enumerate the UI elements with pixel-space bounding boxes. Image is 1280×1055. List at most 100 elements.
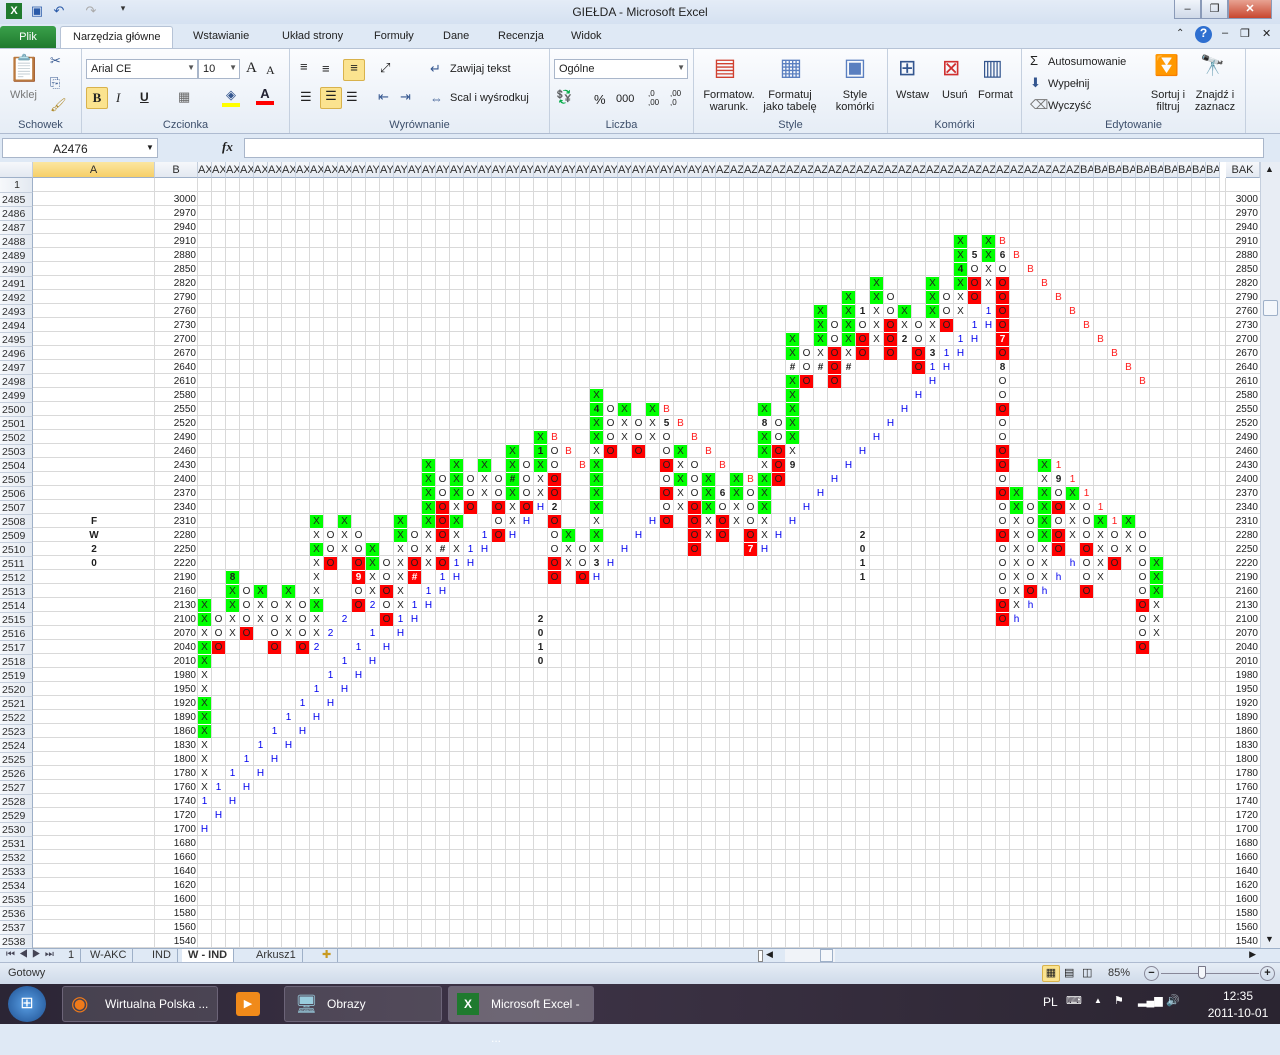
o-mark-cell[interactable]: O xyxy=(520,501,533,514)
x-mark-cell[interactable]: X xyxy=(394,529,407,542)
column-header[interactable]: AXU xyxy=(268,162,282,178)
h-marker-cell[interactable]: H xyxy=(382,642,391,653)
row-header[interactable]: 2514 xyxy=(0,599,33,613)
x-mark-cell[interactable]: X xyxy=(761,530,768,541)
o-mark-cell[interactable]: O xyxy=(550,544,559,555)
o-mark-cell[interactable]: O xyxy=(942,306,951,317)
row-header[interactable]: 2536 xyxy=(0,907,33,921)
font-color-icon[interactable]: A xyxy=(256,86,274,105)
column-header[interactable]: AZJ xyxy=(842,162,856,178)
price-cell-bak[interactable]: 1680 xyxy=(1235,838,1258,849)
worksheet-grid[interactable]: A B AXPAXQAXRAXSAXTAXUAXVAXWAXXAXYAXZAYA… xyxy=(0,162,1260,948)
price-cell-b[interactable]: 2310 xyxy=(173,516,196,527)
x-mark-cell[interactable]: X xyxy=(730,487,743,500)
x-mark-cell[interactable]: X xyxy=(201,684,208,695)
o-mark-cell[interactable]: O xyxy=(690,488,699,499)
o-mark-cell[interactable]: O xyxy=(828,361,841,374)
chart-label-cell[interactable]: 1 xyxy=(929,362,936,373)
x-mark-cell[interactable]: X xyxy=(842,291,855,304)
paste-button[interactable]: Wklej xyxy=(10,89,37,101)
currency-icon[interactable]: 💱 xyxy=(556,89,573,104)
o-mark-cell[interactable]: O xyxy=(1054,488,1063,499)
o-mark-cell[interactable]: O xyxy=(1052,543,1065,556)
price-cell-bak[interactable]: 2760 xyxy=(1235,306,1258,317)
h-marker-cell[interactable]: h xyxy=(1069,558,1076,569)
merge-center-button[interactable]: Scal i wyśrodkuj xyxy=(450,92,529,104)
x-mark-cell[interactable]: X xyxy=(758,403,771,416)
column-header[interactable]: AXY xyxy=(324,162,338,178)
column-header[interactable]: BAG xyxy=(1164,162,1178,178)
x-mark-cell[interactable]: X xyxy=(761,516,768,527)
h-marker-cell[interactable]: H xyxy=(970,334,979,345)
o-mark-cell[interactable]: O xyxy=(690,474,699,485)
x-mark-cell[interactable]: X xyxy=(1013,600,1020,611)
x-mark-cell[interactable]: X xyxy=(786,403,799,416)
tab-file[interactable]: Plik xyxy=(0,26,56,48)
column-header[interactable]: AZU xyxy=(996,162,1010,178)
b-marker-cell[interactable]: B xyxy=(1013,250,1020,261)
price-cell-b[interactable]: 1740 xyxy=(173,796,196,807)
x-mark-cell[interactable]: X xyxy=(565,558,572,569)
o-mark-cell[interactable]: O xyxy=(802,348,811,359)
o-mark-cell[interactable]: O xyxy=(606,418,615,429)
price-cell-bak[interactable]: 2100 xyxy=(1235,614,1258,625)
column-header[interactable]: AZE xyxy=(772,162,786,178)
price-cell-b[interactable]: 2100 xyxy=(173,614,196,625)
price-cell-bak[interactable]: 2010 xyxy=(1235,656,1258,667)
price-cell-bak[interactable]: 1980 xyxy=(1235,670,1258,681)
o-mark-cell[interactable]: O xyxy=(494,488,503,499)
row-header[interactable]: 2497 xyxy=(0,361,33,375)
x-mark-cell[interactable]: X xyxy=(677,488,684,499)
column-header[interactable]: AZO xyxy=(912,162,926,178)
b-marker-cell[interactable]: B xyxy=(1083,320,1090,331)
x-mark-cell[interactable]: X xyxy=(397,600,404,611)
column-header[interactable]: AZK xyxy=(856,162,870,178)
chart-label-cell[interactable]: 1 xyxy=(957,334,964,345)
keyboard-icon[interactable]: ⌨ xyxy=(1066,995,1082,1007)
x-mark-cell[interactable]: X xyxy=(198,641,211,654)
x-mark-cell[interactable]: X xyxy=(201,754,208,765)
percent-button[interactable]: % xyxy=(594,92,606,107)
o-mark-cell[interactable]: O xyxy=(968,291,981,304)
x-mark-cell[interactable]: X xyxy=(758,501,771,514)
x-mark-cell[interactable]: X xyxy=(313,628,320,639)
o-mark-cell[interactable]: O xyxy=(716,515,729,528)
o-mark-cell[interactable]: O xyxy=(298,628,307,639)
x-mark-cell[interactable]: X xyxy=(1038,501,1051,514)
tab-formulas[interactable]: Formuły xyxy=(374,30,414,42)
price-cell-bak[interactable]: 1920 xyxy=(1235,698,1258,709)
b-marker-cell[interactable]: B xyxy=(565,446,572,457)
underline-button[interactable]: U xyxy=(140,90,149,104)
price-cell-b[interactable]: 1660 xyxy=(173,852,196,863)
chart-label-cell[interactable]: 1 xyxy=(299,698,306,709)
o-mark-cell[interactable]: O xyxy=(828,347,841,360)
x-mark-cell[interactable]: X xyxy=(506,459,519,472)
x-mark-cell[interactable]: X xyxy=(985,264,992,275)
o-mark-cell[interactable]: O xyxy=(550,530,559,541)
x-mark-cell[interactable]: X xyxy=(229,614,236,625)
chart-label-cell[interactable]: 1 xyxy=(369,628,376,639)
x-mark-cell[interactable]: X xyxy=(422,459,435,472)
h-marker-cell[interactable]: H xyxy=(900,404,909,415)
column-header[interactable]: AYQ xyxy=(576,162,590,178)
x-mark-cell[interactable]: X xyxy=(1013,530,1020,541)
language-indicator[interactable]: PL xyxy=(1043,995,1058,1009)
price-cell-bak[interactable]: 2520 xyxy=(1235,418,1258,429)
x-mark-cell[interactable]: X xyxy=(422,473,435,486)
price-cell-b[interactable]: 2190 xyxy=(173,572,196,583)
o-mark-cell[interactable]: O xyxy=(268,641,281,654)
o-mark-cell[interactable]: O xyxy=(578,558,587,569)
column-header[interactable]: AZB xyxy=(730,162,744,178)
x-mark-cell[interactable]: X xyxy=(842,305,855,318)
h-marker-cell[interactable]: h xyxy=(1013,614,1020,625)
o-mark-cell[interactable]: O xyxy=(660,487,673,500)
o-mark-cell[interactable]: O xyxy=(662,432,671,443)
x-mark-cell[interactable]: X xyxy=(702,487,715,500)
taskbar-item-excel[interactable]: X Microsoft Excel - ... xyxy=(448,986,594,1045)
o-mark-cell[interactable]: O xyxy=(438,474,447,485)
o-mark-cell[interactable]: O xyxy=(884,347,897,360)
row-header[interactable]: 2527 xyxy=(0,781,33,795)
chart-label-cell[interactable]: 1 xyxy=(859,572,866,583)
column-header[interactable]: AZR xyxy=(954,162,968,178)
row-header[interactable]: 2499 xyxy=(0,389,33,403)
